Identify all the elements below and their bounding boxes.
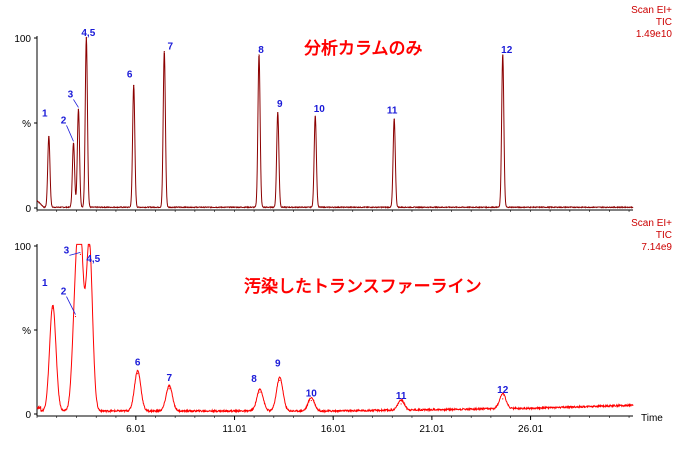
panel2-peak-label-4-5: 4,5 (86, 254, 100, 265)
panel2-peak-label-1: 1 (42, 278, 48, 289)
panel1-ytick-100: 100 (14, 34, 31, 45)
panel2-peak-4-5-apex (88, 245, 90, 247)
panel1-peak-1-apex (48, 136, 50, 138)
panel1-peak-label-2: 2 (61, 115, 67, 126)
panel1-peak-leader-2 (66, 125, 74, 142)
panel1-peak-6-apex (133, 85, 135, 87)
panel2-xtick-16.01: 16.01 (321, 424, 346, 435)
panel1-peak-7-apex (163, 51, 165, 53)
panel2-peak-8-apex (259, 391, 261, 393)
panel1-peak-label-9: 9 (277, 99, 283, 110)
panel1-ylabel: % (22, 119, 31, 130)
panel1-peak-11-apex (393, 119, 395, 121)
panel2-peak-label-8: 8 (251, 374, 257, 385)
panel1-peak-8-apex (258, 54, 260, 56)
panel2-peak-12-apex (502, 398, 504, 400)
panel2-xtick-6.01: 6.01 (126, 424, 146, 435)
panel1-peak-label-1: 1 (42, 109, 48, 120)
panel2-peak-3-apex (79, 253, 82, 255)
panel1-peak-label-11: 11 (387, 106, 398, 117)
panel2-tic-trace (36, 243, 634, 414)
panel2-scan-mode: Scan EI+ (631, 218, 672, 229)
panel2-peak-label-11: 11 (396, 391, 407, 402)
panel2-title: 汚染したトランスファーライン (244, 277, 482, 296)
panel1-tic: TIC (655, 17, 672, 28)
panel2-xtick-26.01: 26.01 (518, 424, 543, 435)
panel2-intensity: 7.14e9 (641, 242, 672, 253)
panel2-peak-leader-3 (69, 252, 81, 256)
panel2-peak-label-3: 3 (64, 245, 70, 256)
panel2-peak-10-apex (310, 399, 312, 402)
panel1-peak-3-apex (77, 108, 80, 110)
panel1-peak-leader-3 (73, 99, 79, 108)
panel2-xtick-21.01: 21.01 (419, 424, 444, 435)
panel2-peak-9-apex (279, 379, 281, 381)
panel1-tic-trace (36, 36, 634, 209)
panel2-peak-7-apex (168, 388, 170, 390)
panel1-scan-info: Scan EI+ TIC 1.49e10 (631, 5, 672, 41)
panel2-ytick-100: 100 (14, 242, 31, 253)
panel2-peak-11-apex (400, 403, 402, 405)
panel1-intensity: 1.49e10 (635, 29, 672, 40)
panel1-peak-12-apex (502, 54, 504, 56)
panel2-xlabel-time: Time (641, 413, 663, 424)
panel2-xtick-11.01: 11.01 (222, 424, 247, 435)
panel1-peak-label-8: 8 (258, 45, 264, 56)
panel1-peak-label-4-5: 4,5 (81, 28, 95, 39)
panel2-peak-label-9: 9 (275, 358, 281, 369)
panel1-peak-4-5-apex (85, 37, 87, 39)
panel1-scan-mode: Scan EI+ (631, 5, 672, 16)
panel2-peak-label-6: 6 (135, 358, 141, 369)
panel1-peak-label-12: 12 (501, 45, 513, 56)
panel1-peak-9-apex (277, 112, 279, 114)
panel2-tic: TIC (655, 230, 672, 241)
panel1-peak-2-apex (72, 142, 75, 144)
panel2-peak-1-apex (52, 307, 54, 309)
panel2-peak-label-7: 7 (166, 373, 172, 384)
panel2-peak-label-12: 12 (497, 385, 509, 396)
panel1-peak-label-3: 3 (68, 89, 74, 100)
panel1-peak-label-10: 10 (314, 104, 326, 115)
panel2-peak-6-apex (137, 373, 139, 375)
panel2-peak-2-apex (74, 315, 77, 318)
panel2-peak-label-2: 2 (61, 287, 67, 298)
panel2-peak-leader-2 (66, 296, 76, 315)
panel1-peak-label-6: 6 (127, 70, 133, 81)
panel2-ylabel: % (22, 326, 31, 337)
panel1-peak-10-apex (314, 115, 316, 117)
panel1-title: 分析カラムのみ (304, 39, 423, 58)
panel2-scan-info: Scan EI+ TIC 7.14e9 (631, 218, 672, 254)
panel1-ytick-0: 0 (25, 204, 31, 215)
panel2-ytick-0: 0 (25, 410, 31, 421)
panel1-peak-label-7: 7 (168, 42, 174, 53)
panel2-peak-label-10: 10 (306, 389, 318, 400)
